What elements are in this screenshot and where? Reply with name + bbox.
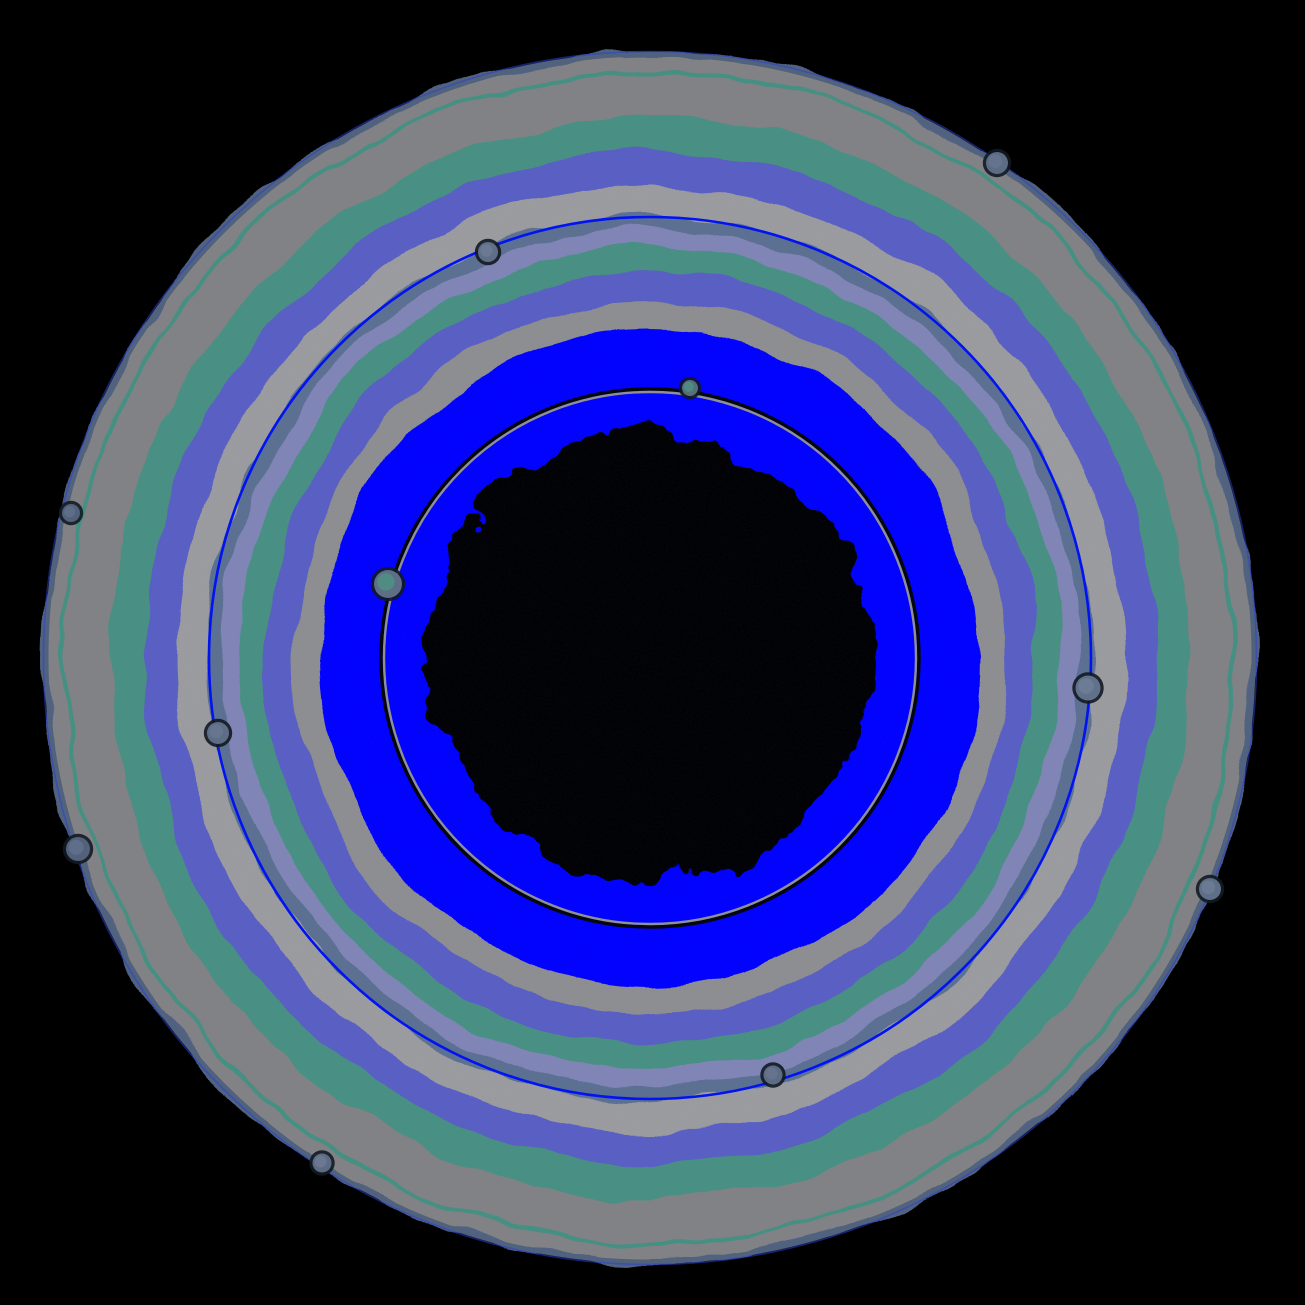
orbit-nodes-group [58,148,1225,1176]
outer-edge-blue-fringe [42,50,1258,1266]
orbit-node-middle-1[interactable] [474,238,502,266]
orbit-node-core [1078,678,1094,694]
orbit-node-core [377,573,395,591]
inner-orbit-gray [382,390,918,926]
orbit-node-core [988,154,1003,169]
orbit-node-outer-1[interactable] [982,148,1012,178]
orbit-node-middle-4[interactable] [760,1062,786,1088]
orbit-node-core [1201,880,1216,895]
orbit-node-core [683,381,694,392]
orbit-node-core [480,244,493,257]
orbit-node-outer-5[interactable] [1195,874,1225,904]
orbit-node-inner-2[interactable] [370,566,406,602]
orbit-node-core [68,839,84,855]
orbit-node-core [64,506,76,518]
orbit-node-middle-2[interactable] [203,718,233,748]
inner-orbit-shadow [379,387,921,929]
orbit-node-core [209,724,224,739]
outer-edge-line [44,52,1256,1264]
orbit-node-inner-1[interactable] [678,376,702,400]
orbit-node-outer-4[interactable] [309,1150,335,1176]
orbit-node-outer-2[interactable] [58,500,84,526]
orbit-node-outer-3[interactable] [62,833,94,865]
orbit-node-core [765,1067,778,1080]
orbit-node-middle-3[interactable] [1072,672,1104,704]
orbit-node-core [314,1155,327,1168]
middle-orbit-blue [207,215,1093,1101]
orbit-lines-group [42,50,1258,1266]
speckle-texture [50,58,1250,1258]
